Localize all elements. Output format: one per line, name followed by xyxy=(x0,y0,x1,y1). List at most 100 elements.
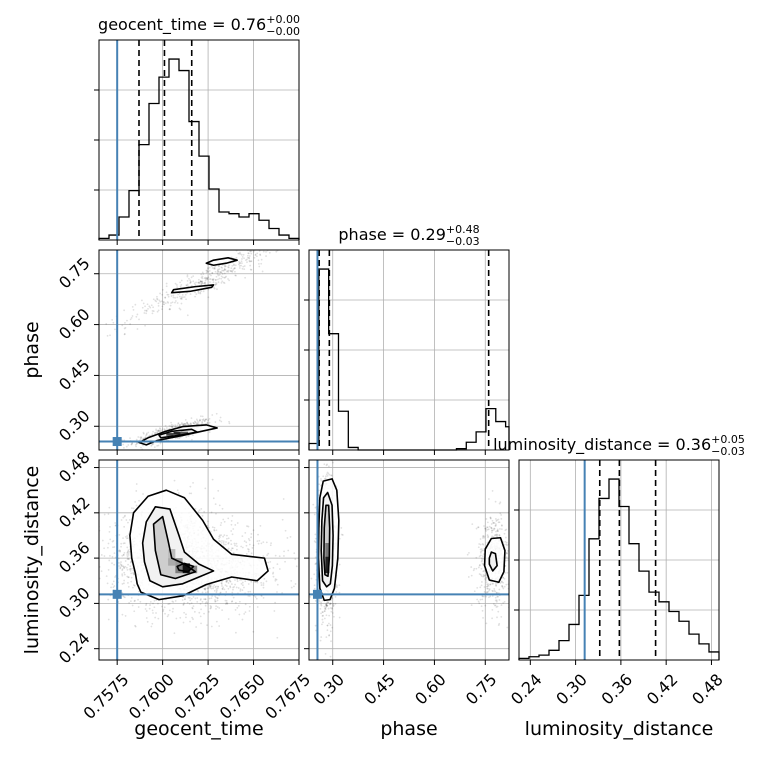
sample-point xyxy=(214,279,217,281)
sample-point xyxy=(320,479,323,482)
sample-point xyxy=(483,535,486,538)
sample-point xyxy=(494,518,497,520)
sample-point xyxy=(130,580,133,583)
sample-point xyxy=(223,282,226,285)
sample-point xyxy=(495,584,497,587)
sample-point xyxy=(137,436,140,438)
sample-point xyxy=(477,600,480,603)
sample-point xyxy=(225,585,228,587)
sample-point xyxy=(215,529,218,532)
sample-point xyxy=(128,550,131,553)
contour-phase__luminosity_distance-4 xyxy=(488,551,498,572)
sample-point xyxy=(194,597,197,600)
sample-point xyxy=(260,542,263,545)
sample-point xyxy=(237,587,240,589)
sample-point xyxy=(218,535,220,538)
sample-point xyxy=(208,278,211,281)
sample-point xyxy=(129,561,132,564)
sample-point xyxy=(174,425,177,428)
sample-point xyxy=(250,536,252,539)
sample-point xyxy=(206,624,208,627)
sample-point xyxy=(174,282,177,285)
sample-point xyxy=(155,612,157,614)
sample-point xyxy=(245,541,248,544)
sample-point xyxy=(145,310,148,312)
sample-point xyxy=(134,443,137,446)
sample-point xyxy=(149,600,152,603)
sample-point xyxy=(335,591,338,593)
sample-point xyxy=(126,319,128,322)
sample-point xyxy=(135,315,138,318)
sample-point xyxy=(207,610,210,613)
sample-point xyxy=(338,563,341,566)
sample-point xyxy=(487,590,490,593)
sample-point xyxy=(221,280,224,283)
panel-title-phase: phase = 0.29+0.48 −0.03 xyxy=(338,223,479,248)
sample-point xyxy=(314,563,317,565)
sample-point xyxy=(276,636,279,639)
sample-point xyxy=(501,584,503,587)
sample-point xyxy=(198,419,201,422)
sample-point xyxy=(305,227,307,229)
sample-point xyxy=(227,547,230,550)
sample-point xyxy=(110,586,112,589)
sample-point xyxy=(179,423,181,426)
sample-point xyxy=(480,567,483,570)
sample-point xyxy=(260,594,263,597)
x-tick-label-phase-2: 0.60 xyxy=(411,670,450,709)
sample-point xyxy=(209,278,212,280)
sample-point xyxy=(208,266,211,269)
sample-point xyxy=(192,422,195,425)
sample-point xyxy=(167,613,170,616)
sample-point xyxy=(226,537,228,540)
sample-point xyxy=(155,300,158,303)
sample-point xyxy=(495,606,498,608)
sample-point xyxy=(323,605,326,608)
sample-point xyxy=(218,273,221,276)
sample-point xyxy=(247,252,250,255)
sample-point xyxy=(161,308,163,311)
sample-point xyxy=(243,257,245,260)
sample-point xyxy=(289,535,292,538)
sample-point xyxy=(194,295,197,298)
sample-point xyxy=(300,563,302,565)
sample-point xyxy=(144,436,147,439)
sample-point xyxy=(131,315,134,317)
sample-point xyxy=(505,528,508,531)
sample-point xyxy=(484,604,487,607)
sample-point xyxy=(135,483,138,485)
sample-point xyxy=(332,604,335,607)
sample-point xyxy=(236,522,239,524)
sample-point xyxy=(204,277,207,280)
sample-point xyxy=(113,546,116,548)
sample-point xyxy=(204,283,207,285)
sample-point xyxy=(493,522,496,524)
sample-point xyxy=(336,584,338,587)
sample-point xyxy=(181,599,184,601)
x-axis-title-luminosity_distance: luminosity_distance xyxy=(525,718,714,740)
sample-point xyxy=(479,543,482,546)
sample-point xyxy=(121,583,124,585)
sample-point xyxy=(212,279,215,282)
title-value: phase = 0.29 xyxy=(338,225,445,244)
y-tick-label-luminosity_distance-0: 0.24 xyxy=(55,629,94,668)
sample-point xyxy=(227,618,230,620)
sample-point xyxy=(196,423,198,426)
sample-point xyxy=(231,547,234,550)
sample-point xyxy=(190,438,193,441)
sample-point xyxy=(338,537,341,540)
sample-point xyxy=(180,302,183,305)
sample-point xyxy=(184,598,186,600)
sample-point xyxy=(221,580,223,583)
sample-point xyxy=(324,652,327,655)
sample-point xyxy=(505,543,507,546)
sample-point xyxy=(142,493,144,495)
sample-point xyxy=(192,596,195,598)
sample-point xyxy=(222,281,225,284)
sample-point xyxy=(328,634,330,637)
sample-point xyxy=(330,474,333,477)
sample-point xyxy=(203,510,206,513)
sample-point xyxy=(106,334,109,337)
sample-point xyxy=(219,271,222,273)
